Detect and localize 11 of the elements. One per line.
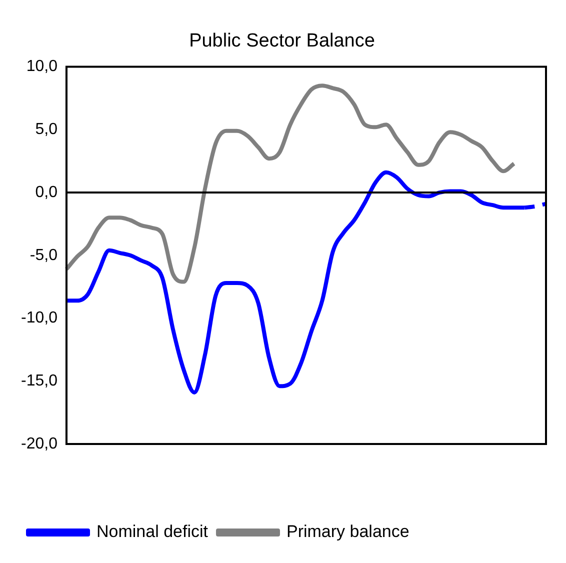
y-tick-label: -5,0 bbox=[30, 246, 58, 264]
chart-title: Public Sector Balance bbox=[189, 30, 375, 52]
line-series bbox=[64, 84, 516, 284]
y-tick-label: -20,0 bbox=[21, 435, 58, 452]
y-tick-label: 5,0 bbox=[35, 121, 58, 138]
y-tick-label: -15,0 bbox=[21, 372, 58, 390]
y-tick-label: 10,0 bbox=[26, 58, 58, 76]
legend-label: Primary balance bbox=[286, 522, 410, 542]
legend-label: Nominal deficit bbox=[96, 522, 208, 542]
y-tick-label: 0,0 bbox=[35, 184, 58, 201]
y-tick-label: -10,0 bbox=[21, 310, 58, 327]
